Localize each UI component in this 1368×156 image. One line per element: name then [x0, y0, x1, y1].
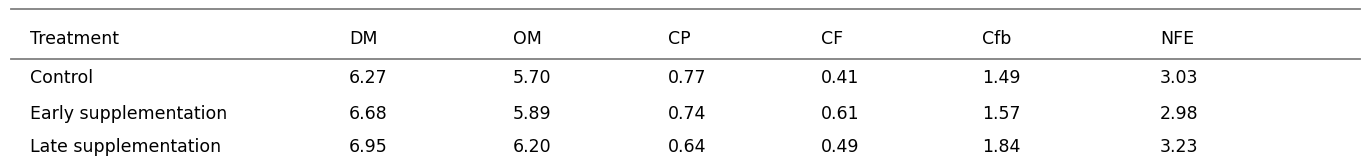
Text: Treatment: Treatment	[30, 30, 119, 48]
Text: Control: Control	[30, 69, 93, 87]
Text: DM: DM	[349, 30, 378, 48]
Text: 5.89: 5.89	[513, 105, 551, 123]
Text: 0.61: 0.61	[821, 105, 859, 123]
Text: 0.77: 0.77	[668, 69, 706, 87]
Text: NFE: NFE	[1160, 30, 1194, 48]
Text: Cfb: Cfb	[982, 30, 1011, 48]
Text: 0.74: 0.74	[668, 105, 706, 123]
Text: 3.23: 3.23	[1160, 138, 1198, 156]
Text: 0.64: 0.64	[668, 138, 706, 156]
Text: Early supplementation: Early supplementation	[30, 105, 227, 123]
Text: 5.70: 5.70	[513, 69, 551, 87]
Text: CF: CF	[821, 30, 843, 48]
Text: 2.98: 2.98	[1160, 105, 1198, 123]
Text: OM: OM	[513, 30, 542, 48]
Text: 1.49: 1.49	[982, 69, 1021, 87]
Text: 0.41: 0.41	[821, 69, 859, 87]
Text: 6.27: 6.27	[349, 69, 387, 87]
Text: CP: CP	[668, 30, 691, 48]
Text: 0.49: 0.49	[821, 138, 859, 156]
Text: 1.57: 1.57	[982, 105, 1021, 123]
Text: 6.95: 6.95	[349, 138, 387, 156]
Text: Late supplementation: Late supplementation	[30, 138, 222, 156]
Text: 1.84: 1.84	[982, 138, 1021, 156]
Text: 6.20: 6.20	[513, 138, 551, 156]
Text: 6.68: 6.68	[349, 105, 387, 123]
Text: 3.03: 3.03	[1160, 69, 1198, 87]
